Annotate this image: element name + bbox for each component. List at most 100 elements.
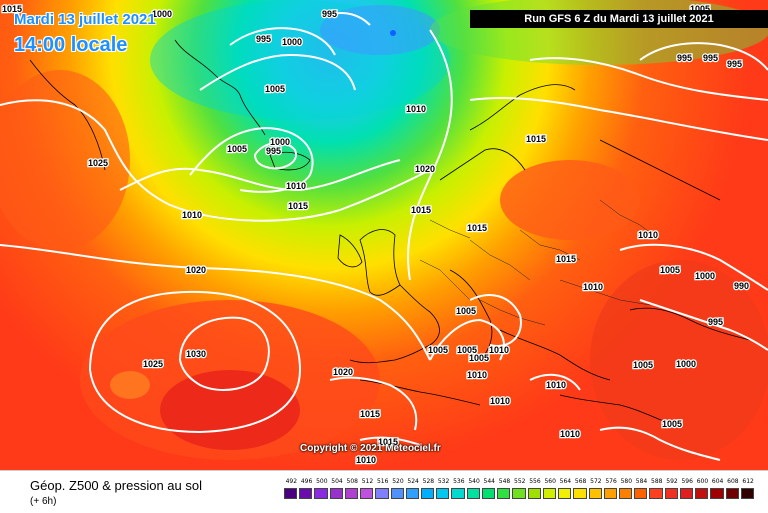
scale-swatch [649, 488, 663, 499]
isobar-label: 1020 [186, 265, 206, 275]
isobar-label: 995 [266, 146, 281, 156]
isobar-label: 1020 [415, 164, 435, 174]
isobar-label: 1010 [406, 104, 426, 114]
isobar-label: 1000 [270, 137, 290, 147]
isobar-label: 1015 [556, 254, 576, 264]
scale-tick-label: 508 [346, 478, 358, 485]
isobar-label: 1010 [356, 455, 376, 465]
scale-tick-label: 588 [651, 478, 663, 485]
scale-tick-label: 580 [620, 478, 633, 485]
scale-tick-label: 536 [453, 478, 465, 485]
scale-tick-label: 584 [635, 478, 648, 485]
isobar-label: 1025 [88, 158, 108, 168]
scale-tick-label: 492 [285, 478, 298, 485]
scale-swatch [695, 488, 709, 499]
country-borders [419, 199, 661, 326]
isobar-label: 1010 [583, 282, 603, 292]
isobar-label: 1010 [467, 370, 487, 380]
scale-swatch [436, 488, 450, 499]
scale-swatch [466, 488, 480, 499]
scale-tick-label: 548 [498, 478, 511, 485]
scale-tick-label: 608 [727, 478, 739, 485]
color-scale: 492 496 500 504 508 512 516 520 524 528 532 536 540 5… [283, 478, 755, 508]
scale-swatch [451, 488, 465, 499]
isobar-label: 1010 [489, 345, 509, 355]
isobar-label: 1005 [265, 84, 285, 94]
scale-swatch [512, 488, 526, 499]
scale-swatch [710, 488, 724, 499]
scale-tick-label: 496 [300, 478, 313, 485]
scale-swatch [558, 488, 572, 499]
isobar-label: 1015 [2, 4, 22, 14]
scale-swatch [329, 488, 343, 499]
legend-subtitle: (+ 6h) [30, 496, 57, 507]
legend-footer: Géop. Z500 & pression au sol (+ 6h) 492 4… [0, 470, 768, 513]
scale-swatch [344, 488, 359, 499]
scale-tick-label: 556 [529, 478, 541, 485]
low-pressure-center [390, 30, 396, 36]
isobar-labels: 1015 1000 995 995 1000 1005 1000 995 100… [1, 3, 751, 467]
scale-tick-label: 552 [514, 478, 526, 485]
scale-swatch [618, 488, 633, 499]
scale-swatch [603, 488, 617, 499]
scale-swatch [588, 488, 602, 499]
isobar-label: 1005 [469, 353, 489, 363]
isobar-label: 1015 [378, 437, 398, 447]
scale-swatch [725, 488, 739, 499]
isobar-label: 1015 [467, 223, 487, 233]
scale-tick-label: 532 [437, 478, 450, 485]
isobar-label: 1005 [457, 345, 477, 355]
legend-title: Géop. Z500 & pression au sol [30, 478, 202, 493]
isobar-label: 1010 [182, 210, 202, 220]
scale-tick-label: 528 [422, 478, 435, 485]
scale-tick-label: 568 [574, 478, 587, 485]
scale-tick-label: 504 [331, 478, 343, 485]
scale-tick-label: 516 [376, 478, 389, 485]
scale-swatch [634, 488, 648, 499]
scale-tick-label: 596 [681, 478, 693, 485]
scale-swatch [360, 488, 374, 499]
isobar-label: 1015 [288, 201, 308, 211]
scale-swatch [284, 488, 298, 499]
scale-tick-label: 520 [392, 478, 404, 485]
scale-tick-label: 500 [316, 478, 328, 485]
isobar-label: 1000 [676, 359, 696, 369]
scale-tick-label: 604 [711, 478, 724, 485]
isobar-label: 1010 [490, 396, 510, 406]
scale-swatch [664, 488, 678, 499]
coastlines [29, 39, 751, 429]
scale-tick-label: 572 [590, 478, 602, 485]
scale-swatch [405, 488, 420, 499]
isobar-label: 1005 [456, 306, 476, 316]
scale-swatch [740, 488, 754, 499]
isobar-label: 1005 [428, 345, 448, 355]
isobar-label: 1010 [286, 181, 306, 191]
scale-swatch [314, 488, 328, 499]
isobar-label: 1000 [152, 9, 172, 19]
scale-swatch [497, 488, 511, 499]
isobar-label: 1005 [633, 360, 653, 370]
isobar-label: 1020 [333, 367, 353, 377]
scale-tick-label: 512 [361, 478, 374, 485]
scale-tick-label: 560 [544, 478, 556, 485]
forecast-date: Mardi 13 juillet 2021 [14, 11, 156, 28]
scale-swatch [390, 488, 404, 499]
isobar-label: 1015 [360, 409, 380, 419]
scale-swatch [375, 488, 389, 499]
scale-tick-label: 540 [468, 478, 480, 485]
warm-areas [0, 70, 768, 460]
scale-swatch [573, 488, 587, 499]
isobar-lines [0, 12, 768, 461]
scale-tick-label: 600 [696, 478, 709, 485]
isobar-label: 1030 [186, 349, 206, 359]
isobar-label: 990 [734, 281, 749, 291]
scale-tick-label: 524 [407, 478, 419, 485]
scale-tick-label: 576 [605, 478, 617, 485]
isobar-label: 1005 [662, 419, 682, 429]
isobar-label: 1010 [546, 380, 566, 390]
isobar-label: 1010 [638, 230, 658, 240]
weather-map: 1015 1000 995 995 1000 1005 1000 995 100… [0, 0, 768, 470]
run-banner: Run GFS 6 Z du Mardi 13 juillet 2021 [470, 10, 768, 28]
scale-swatch [299, 488, 313, 499]
scale-swatch [527, 488, 541, 499]
